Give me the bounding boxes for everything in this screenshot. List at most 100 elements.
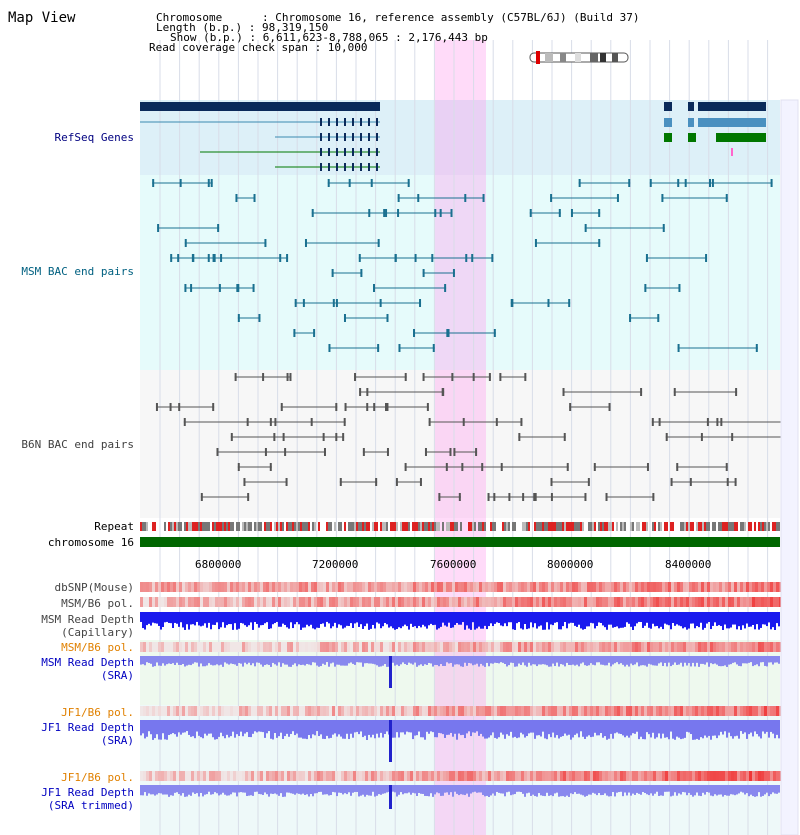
polymorphism-cell bbox=[623, 642, 626, 652]
read-depth-bar bbox=[150, 720, 152, 735]
polymorphism-cell bbox=[713, 706, 716, 716]
read-depth-bar bbox=[702, 785, 704, 793]
polymorphism-cell bbox=[488, 706, 491, 716]
polymorphism-cell bbox=[593, 706, 596, 716]
polymorphism-cell bbox=[374, 642, 377, 652]
polymorphism-cell bbox=[572, 597, 575, 607]
polymorphism-cell bbox=[290, 771, 293, 781]
read-depth-bar bbox=[214, 720, 216, 740]
polymorphism-cell bbox=[713, 771, 716, 781]
polymorphism-cell bbox=[542, 771, 545, 781]
polymorphism-cell bbox=[449, 706, 452, 716]
read-depth-bar bbox=[416, 656, 418, 667]
repeat-feature bbox=[276, 522, 278, 531]
polymorphism-cell bbox=[491, 582, 494, 592]
read-depth-bar bbox=[504, 720, 506, 739]
b6n-bac-pair bbox=[673, 388, 676, 396]
read-depth-bar bbox=[366, 612, 368, 624]
read-depth-bar bbox=[558, 720, 560, 739]
read-depth-bar bbox=[288, 656, 290, 667]
axis-tick-label: 8000000 bbox=[547, 558, 594, 571]
read-depth-bar bbox=[296, 720, 298, 734]
read-depth-bar bbox=[484, 785, 486, 797]
read-depth-bar bbox=[246, 656, 248, 665]
read-depth-bar bbox=[236, 720, 238, 735]
polymorphism-cell bbox=[611, 706, 614, 716]
read-depth-bar bbox=[700, 656, 702, 664]
read-depth-bar bbox=[556, 720, 558, 736]
polymorphism-cell bbox=[692, 642, 695, 652]
repeat-feature bbox=[682, 522, 684, 531]
polymorphism-cell bbox=[728, 582, 731, 592]
read-depth-bar bbox=[216, 656, 218, 665]
polymorphism-cell bbox=[566, 582, 569, 592]
read-depth-bar bbox=[752, 785, 754, 797]
msm-bac-pair bbox=[434, 209, 437, 217]
read-depth-bar bbox=[610, 612, 612, 625]
repeat-feature bbox=[690, 522, 692, 531]
read-depth-bar bbox=[312, 720, 314, 735]
polymorphism-cell bbox=[479, 771, 482, 781]
polymorphism-cell bbox=[347, 771, 350, 781]
read-depth-bar bbox=[460, 720, 462, 736]
msm-bac-pair bbox=[294, 299, 297, 307]
repeat-feature bbox=[224, 522, 226, 531]
b6n-bac-pair bbox=[246, 418, 249, 426]
read-depth-bar bbox=[752, 720, 754, 737]
polymorphism-cell bbox=[173, 582, 176, 592]
b6n-bac-pair bbox=[169, 403, 172, 411]
repeat-feature bbox=[706, 522, 708, 531]
vertical-scrollbar[interactable] bbox=[780, 99, 799, 835]
read-depth-bar bbox=[684, 720, 686, 738]
polymorphism-cell bbox=[545, 597, 548, 607]
polymorphism-cell bbox=[527, 582, 530, 592]
read-depth-bar bbox=[330, 720, 332, 738]
read-depth-bar bbox=[428, 785, 430, 797]
read-depth-bar bbox=[702, 720, 704, 739]
polymorphism-cell bbox=[770, 582, 773, 592]
axis-tick-label: 7200000 bbox=[312, 558, 359, 571]
read-depth-bar bbox=[248, 612, 250, 626]
polymorphism-cell bbox=[299, 582, 302, 592]
polymorphism-cell bbox=[275, 771, 278, 781]
polymorphism-cell bbox=[710, 597, 713, 607]
repeat-feature bbox=[760, 522, 762, 531]
repeat-feature bbox=[424, 522, 426, 531]
polymorphism-cell bbox=[371, 582, 374, 592]
read-depth-bar bbox=[478, 785, 480, 793]
read-depth-bar bbox=[668, 720, 670, 740]
polymorphism-cell bbox=[461, 642, 464, 652]
polymorphism-cell bbox=[488, 642, 491, 652]
track-label-b6n-bac[interactable]: B6N BAC end pairs bbox=[21, 438, 134, 451]
read-depth-bar bbox=[736, 656, 738, 665]
read-depth-bar bbox=[554, 785, 556, 794]
polymorphism-cell bbox=[533, 771, 536, 781]
read-depth-bar bbox=[314, 785, 316, 794]
polymorphism-cell bbox=[356, 582, 359, 592]
track-label-msm-bac[interactable]: MSM BAC end pairs bbox=[21, 265, 134, 278]
read-depth-bar bbox=[402, 612, 404, 627]
read-depth-bar bbox=[318, 612, 320, 628]
repeat-feature bbox=[574, 522, 576, 531]
read-depth-bar bbox=[680, 785, 682, 795]
polymorphism-cell bbox=[377, 597, 380, 607]
polymorphism-cell bbox=[179, 582, 182, 592]
read-depth-bar bbox=[408, 720, 410, 733]
read-depth-bar bbox=[550, 720, 552, 738]
repeat-feature bbox=[720, 522, 722, 531]
gene-feature bbox=[698, 118, 766, 127]
read-depth-bar bbox=[544, 656, 546, 665]
read-depth-bar bbox=[248, 656, 250, 663]
read-depth-bar bbox=[260, 785, 262, 795]
read-depth-bar bbox=[160, 720, 162, 740]
track-label-refseq[interactable]: RefSeq Genes bbox=[54, 131, 134, 144]
polymorphism-cell bbox=[224, 597, 227, 607]
polymorphism-cell bbox=[338, 597, 341, 607]
read-depth-bar bbox=[316, 656, 318, 666]
read-depth-bar bbox=[696, 720, 698, 739]
polymorphism-cell bbox=[260, 597, 263, 607]
b6n-bac-pair bbox=[375, 478, 378, 486]
repeat-feature bbox=[236, 522, 238, 531]
